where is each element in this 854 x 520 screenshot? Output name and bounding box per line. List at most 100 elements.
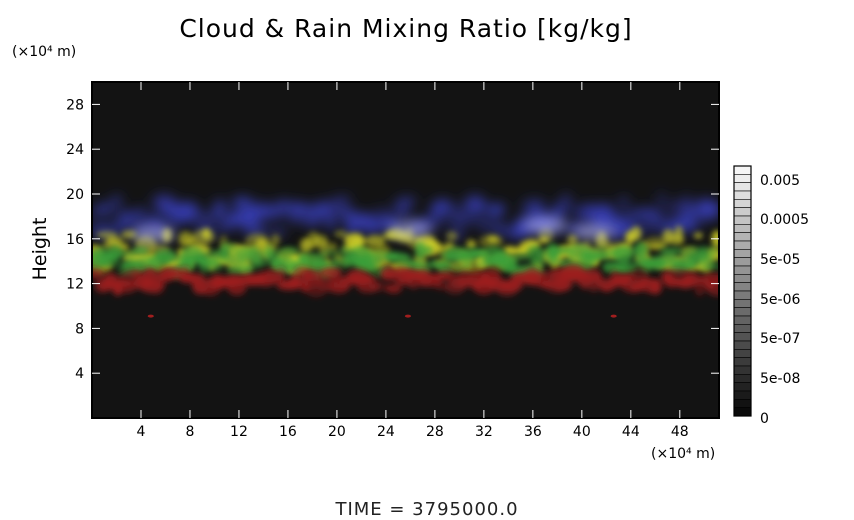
highlight-blob — [388, 221, 433, 238]
field-blob — [479, 225, 497, 235]
x-tick-label: 40 — [573, 424, 591, 440]
field-blob — [594, 252, 611, 260]
colorbar-segment — [733, 357, 752, 367]
colorbar-label: 5e-08 — [760, 371, 800, 387]
rain-speck — [610, 314, 617, 318]
field-blob — [319, 249, 341, 258]
field-blob — [473, 198, 485, 215]
field-blob — [339, 282, 351, 290]
field-blob — [385, 284, 402, 294]
y-tick-label: 20 — [66, 187, 84, 203]
field-blob — [275, 266, 287, 282]
field-blob — [186, 202, 198, 209]
field-blob — [643, 224, 654, 234]
field-blob — [633, 242, 648, 258]
x-axis-unit: (×10⁴ m) — [651, 446, 716, 462]
field-blob — [561, 194, 572, 206]
time-footer: TIME = 3795000.0 — [335, 499, 519, 520]
y-axis-unit: (×10⁴ m) — [12, 44, 77, 60]
x-tick-label: 20 — [328, 424, 346, 440]
y-tick-label: 16 — [66, 232, 84, 248]
field-blob — [316, 200, 335, 218]
field-blob — [325, 213, 337, 231]
field-blob — [674, 225, 684, 242]
field-blob — [699, 245, 709, 256]
layer-band-3 — [92, 264, 719, 298]
colorbar-segment — [733, 365, 752, 375]
field-blob — [503, 228, 512, 238]
y-tick-label: 28 — [66, 97, 84, 113]
colorbar-segment — [733, 390, 752, 400]
field-blob — [688, 223, 699, 233]
x-tick-label: 28 — [426, 424, 444, 440]
field-blob — [618, 198, 629, 207]
field-blob — [436, 202, 458, 212]
colorbar-segment — [733, 349, 752, 358]
field-blob — [116, 214, 128, 233]
colorbar-segment — [733, 224, 752, 233]
highlight-blob — [131, 226, 176, 243]
field-blob — [457, 211, 478, 227]
colorbar-segment — [733, 182, 752, 192]
colorbar-segment — [733, 165, 752, 175]
field-blob — [96, 231, 118, 239]
field-blob — [368, 282, 390, 292]
x-tick-label: 4 — [137, 424, 146, 440]
y-tick-label: 12 — [66, 277, 84, 293]
colorbar-label: 0.005 — [760, 173, 800, 189]
field-blob — [365, 235, 386, 248]
colorbar-segment — [733, 174, 752, 183]
x-tick-label: 8 — [186, 424, 195, 440]
highlight-blob — [523, 217, 568, 234]
field-blob — [567, 234, 578, 245]
plot-frame — [91, 81, 720, 419]
x-tick-label: 48 — [671, 424, 689, 440]
colorbar-segment — [733, 315, 752, 325]
field-blob — [663, 268, 689, 277]
colorbar-label: 5e-05 — [760, 252, 800, 268]
colorbar-segment — [733, 382, 752, 392]
field-blob — [487, 235, 499, 243]
highlight-blob — [572, 224, 617, 241]
field-blob — [119, 242, 130, 250]
field-blob — [265, 212, 279, 219]
field-blob — [278, 246, 300, 256]
field-blob — [706, 246, 717, 258]
field-blob — [686, 261, 696, 269]
mixing-ratio-field — [92, 192, 719, 318]
colorbar-segment — [733, 332, 752, 342]
colorbar-segment — [733, 290, 752, 300]
field-blob — [183, 207, 207, 224]
colorbar-label: 0.0005 — [760, 212, 809, 228]
colorbar-segment — [733, 257, 752, 267]
field-blob — [332, 195, 352, 206]
field-blob — [513, 253, 529, 261]
colorbar-label: 5e-07 — [760, 331, 800, 347]
field-blob — [131, 268, 144, 278]
colorbar: 0.005 0.0005 5e-05 5e-06 5e-07 5e-08 0 — [733, 165, 809, 427]
field-blob — [339, 246, 351, 256]
field-blob — [647, 243, 667, 250]
x-tick-label: 24 — [377, 424, 395, 440]
colorbar-segment — [733, 215, 752, 225]
field-blob — [135, 206, 146, 216]
field-blob — [232, 196, 253, 209]
field-blob — [334, 230, 348, 238]
field-blob — [630, 226, 642, 241]
colorbar-segment — [733, 340, 752, 350]
field-blob — [110, 195, 123, 207]
field-blob — [693, 232, 703, 239]
field-blob — [280, 200, 293, 211]
rain-speck — [404, 314, 411, 318]
field-blob — [614, 261, 638, 275]
field-blob — [328, 242, 338, 252]
y-tick-label: 8 — [75, 321, 84, 337]
field-blob — [536, 254, 548, 267]
field-blob — [592, 245, 610, 255]
colorbar-segment — [733, 282, 752, 292]
colorbar-segment — [733, 374, 752, 383]
field-blob — [132, 247, 149, 255]
field-blob — [547, 247, 573, 254]
colorbar-segment — [733, 299, 752, 308]
